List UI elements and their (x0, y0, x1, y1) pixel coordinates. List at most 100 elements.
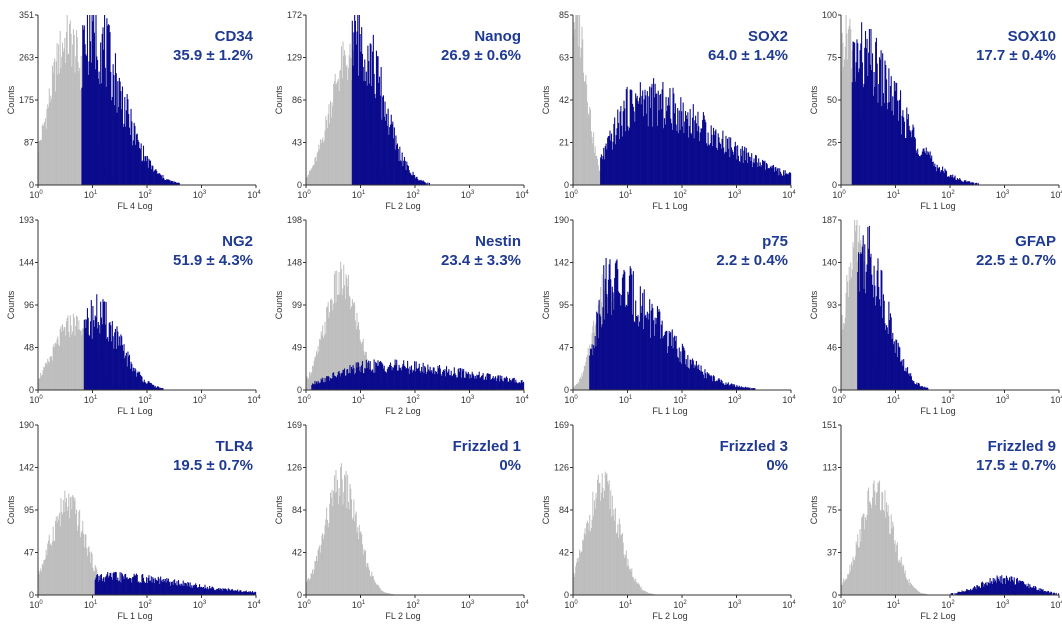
marker-name: Nestin (475, 233, 521, 250)
y-tick-label: 0 (297, 180, 302, 190)
y-tick-label: 93 (827, 300, 837, 310)
marker-percentage: 64.0 ± 1.4% (708, 47, 788, 64)
y-axis-label: Counts (809, 85, 819, 114)
marker-name: SOX10 (1007, 28, 1056, 45)
marker-name: TLR4 (215, 438, 254, 455)
x-tick-exponent: 3 (1006, 600, 1010, 606)
marker-name: Nanog (474, 28, 521, 45)
y-tick-label: 0 (832, 180, 837, 190)
positive-histogram (351, 15, 430, 185)
x-tick-label: 101 (887, 600, 901, 610)
x-tick-exponent: 1 (629, 190, 633, 196)
y-tick-label: 113 (823, 463, 837, 473)
marker-percentage: 22.5 ± 0.7% (976, 252, 1056, 269)
y-tick-label: 172 (287, 10, 302, 20)
x-tick-exponent: 0 (574, 395, 578, 401)
y-tick-label: 21 (559, 138, 569, 148)
y-tick-label: 87 (24, 138, 34, 148)
x-tick-exponent: 0 (307, 395, 311, 401)
y-tick-label: 140 (822, 258, 837, 268)
positive-histogram (94, 571, 257, 595)
x-tick-label: 103 (728, 600, 742, 610)
x-tick-exponent: 3 (738, 600, 742, 606)
x-tick-exponent: 4 (1060, 395, 1062, 401)
x-tick-exponent: 0 (39, 190, 43, 196)
marker-label: TLR4 19.5 ± 0.7% (173, 437, 253, 475)
x-tick-label: 100 (832, 190, 846, 200)
x-tick-exponent: 4 (257, 190, 261, 196)
marker-percentage: 23.4 ± 3.3% (441, 252, 521, 269)
marker-percentage: 17.7 ± 0.4% (976, 47, 1056, 64)
y-tick-label: 0 (29, 590, 34, 600)
y-tick-label: 100 (822, 10, 837, 20)
y-axis-label: Counts (541, 85, 551, 114)
y-tick-label: 190 (554, 215, 569, 225)
y-tick-label: 75 (827, 505, 837, 515)
x-tick-label: 103 (193, 600, 207, 610)
x-tick-exponent: 2 (148, 395, 152, 401)
y-tick-label: 95 (559, 300, 569, 310)
histogram-panel: 0 47 95 142 190 100 101 102 103 104 FL 1 Log Counts… (0, 415, 265, 623)
y-tick-label: 0 (564, 180, 569, 190)
y-tick-label: 43 (292, 138, 302, 148)
x-tick-label: 102 (941, 600, 955, 610)
y-tick-label: 47 (24, 548, 34, 558)
x-tick-label: 102 (406, 600, 420, 610)
x-tick-label: 104 (782, 190, 796, 200)
x-tick-label: 102 (673, 600, 687, 610)
marker-name: Frizzled 9 (987, 438, 1056, 455)
x-tick-exponent: 3 (738, 395, 742, 401)
x-tick-label: 102 (406, 190, 420, 200)
x-tick-exponent: 4 (792, 395, 796, 401)
x-tick-label: 102 (406, 395, 420, 405)
x-tick-exponent: 0 (574, 190, 578, 196)
x-tick-exponent: 2 (416, 190, 420, 196)
x-tick-exponent: 4 (525, 600, 529, 606)
y-tick-label: 144 (19, 258, 34, 268)
x-tick-exponent: 0 (842, 600, 846, 606)
x-tick-exponent: 3 (738, 190, 742, 196)
x-tick-label: 102 (138, 190, 152, 200)
x-tick-label: 103 (728, 395, 742, 405)
marker-name: GFAP (1015, 233, 1056, 250)
x-tick-exponent: 3 (471, 190, 475, 196)
x-tick-label: 103 (461, 190, 475, 200)
y-tick-label: 351 (19, 10, 34, 20)
positive-histogram (83, 294, 164, 390)
x-tick-label: 103 (193, 190, 207, 200)
marker-percentage: 19.5 ± 0.7% (173, 457, 253, 474)
y-tick-label: 84 (292, 505, 302, 515)
x-axis-label: FL 2 Log (652, 611, 687, 621)
marker-label: NG2 51.9 ± 4.3% (173, 232, 253, 270)
x-tick-label: 103 (461, 395, 475, 405)
marker-percentage: 35.9 ± 1.2% (173, 47, 253, 64)
marker-label: GFAP 22.5 ± 0.7% (976, 232, 1056, 270)
control-histogram (840, 480, 929, 595)
x-tick-exponent: 4 (792, 190, 796, 196)
x-tick-exponent: 4 (1060, 190, 1062, 196)
y-tick-label: 0 (564, 385, 569, 395)
x-axis-label: FL 2 Log (385, 611, 420, 621)
y-tick-label: 75 (827, 53, 837, 63)
x-tick-exponent: 4 (1060, 600, 1062, 606)
x-tick-label: 104 (1050, 600, 1062, 610)
x-tick-exponent: 2 (148, 600, 152, 606)
marker-name: p75 (762, 233, 788, 250)
x-tick-exponent: 2 (148, 190, 152, 196)
x-tick-label: 101 (84, 600, 98, 610)
y-tick-label: 193 (19, 215, 34, 225)
y-tick-label: 175 (19, 95, 34, 105)
y-tick-label: 190 (19, 420, 34, 430)
histogram-panel: 0 49 99 148 198 100 101 102 103 104 FL 2 Log Counts… (268, 210, 533, 418)
y-tick-label: 42 (559, 548, 569, 558)
x-tick-exponent: 1 (362, 395, 366, 401)
x-tick-label: 101 (352, 190, 366, 200)
x-tick-exponent: 4 (257, 600, 261, 606)
x-tick-label: 104 (247, 395, 261, 405)
x-tick-exponent: 4 (525, 395, 529, 401)
x-axis-label: FL 4 Log (117, 201, 152, 211)
